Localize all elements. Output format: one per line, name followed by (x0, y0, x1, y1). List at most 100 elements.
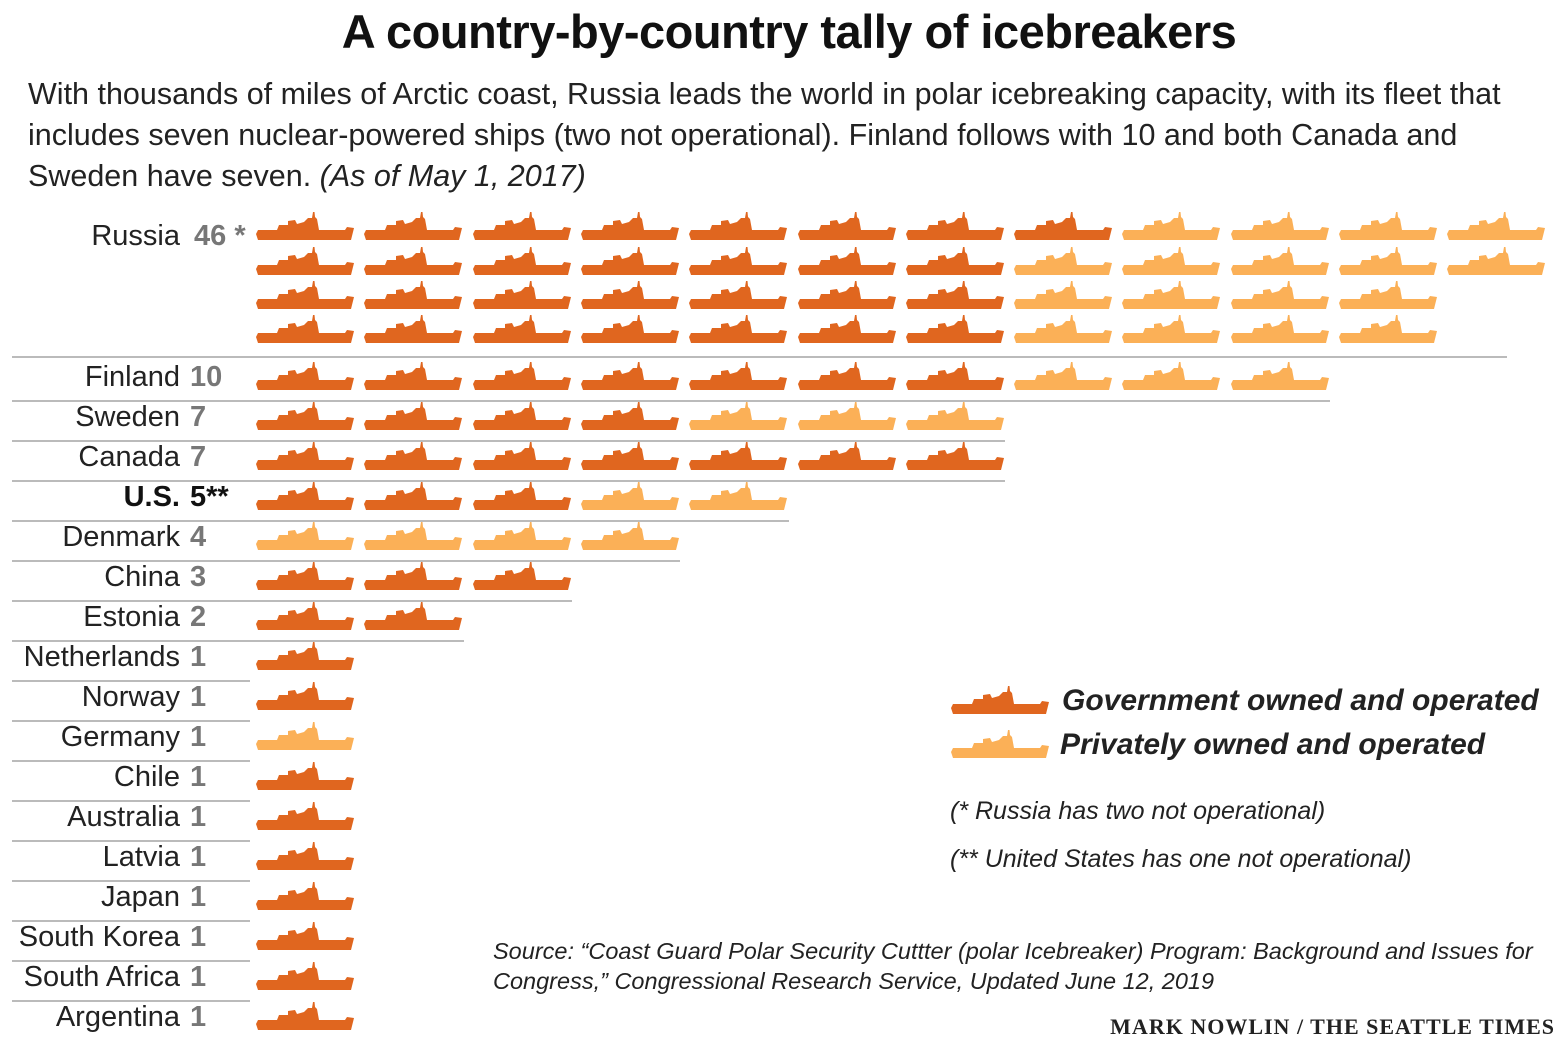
ship-icon-government-finland (472, 362, 571, 390)
chart-title: A country-by-country tally of icebreaker… (341, 5, 1237, 58)
ship-icon-private-sweden (797, 402, 896, 430)
ship-icon-private-denmark (580, 522, 679, 550)
ship-icon-government-china (256, 562, 354, 590)
ship-icon-private-russia (1339, 212, 1437, 240)
subtitle-text: With thousands of miles of Arctic coast,… (28, 77, 1501, 193)
count-label-china: 3 (190, 561, 207, 593)
ship-icon-government-chile (256, 762, 354, 790)
row-divider (12, 680, 250, 682)
count-label-canada: 7 (190, 441, 207, 473)
ship-icon-government-china (364, 562, 463, 590)
ship-icon-government-russia (689, 315, 788, 343)
source-note: Source: “Coast Guard Polar Security Cutt… (493, 938, 1533, 994)
count-label-south-korea: 1 (190, 921, 207, 953)
ship-icon-government-u-s- (472, 482, 571, 510)
country-label-canada: Canada (78, 441, 180, 473)
ship-icon-government-canada (905, 442, 1004, 470)
country-label-denmark: Denmark (62, 521, 180, 553)
row-divider (12, 440, 1006, 442)
ship-icon-government-russia (797, 247, 896, 275)
ship-icon-private-germany (256, 722, 354, 750)
ship-icon-government-russia (364, 281, 463, 309)
ship-icon-private-russia (1230, 247, 1329, 275)
ship-icon-government-russia (256, 247, 354, 275)
ship-icon-government-latvia (256, 842, 354, 870)
ship-icon-government-canada (256, 442, 354, 470)
ship-icon-government-russia (689, 247, 788, 275)
ship-icon-government-russia (905, 315, 1004, 343)
country-label-germany: Germany (60, 721, 180, 753)
count-label-argentina: 1 (190, 1001, 207, 1033)
country-label-chile: Chile (113, 761, 180, 793)
ship-icon-private-russia (1230, 281, 1329, 309)
ship-icon-government-russia (905, 247, 1004, 275)
row-divider (12, 520, 789, 522)
ship-icon-private-russia (1447, 247, 1546, 275)
ship-icon-government-south-africa (256, 962, 354, 990)
ship-icon-government-sweden (580, 402, 679, 430)
count-label-japan: 1 (190, 881, 207, 913)
ship-icon-government-japan (256, 882, 354, 910)
country-label-australia: Australia (67, 801, 180, 833)
ship-icon-government-estonia (364, 602, 463, 630)
ship-icon-government-russia (689, 281, 788, 309)
ship-icon-government-argentina (256, 1002, 354, 1030)
count-label-australia: 1 (190, 801, 207, 833)
country-label-argentina: Argentina (55, 1001, 180, 1033)
ship-icon-government-russia (689, 212, 788, 240)
count-label-germany: 1 (190, 721, 207, 753)
ship-icon-private-finland (1122, 362, 1221, 390)
ship-icon-government-russia (1014, 212, 1113, 240)
ship-icon-government-canada (472, 442, 571, 470)
row-divider (12, 920, 250, 922)
ship-icon-government-russia (797, 281, 896, 309)
ship-icon-private-denmark (472, 522, 571, 550)
legend-private-ship-icon (951, 730, 1049, 758)
row-divider (12, 640, 464, 642)
ship-icon-private-russia (1230, 212, 1329, 240)
ship-icon-government-russia (580, 212, 679, 240)
country-label-china: China (104, 561, 180, 593)
row-divider (12, 840, 250, 842)
ship-icon-government-canada (689, 442, 788, 470)
country-label-u-s-: U.S. (123, 481, 180, 513)
ship-icon-government-china (472, 562, 571, 590)
row-divider (12, 960, 250, 962)
row-divider (12, 880, 250, 882)
ship-icon-private-russia (1339, 247, 1437, 275)
row-divider (12, 720, 250, 722)
count-label-norway: 1 (190, 681, 207, 713)
ship-icon-government-netherlands (256, 642, 354, 670)
count-label-u-s-: 5** (190, 481, 229, 513)
ship-icon-private-russia (1014, 281, 1113, 309)
country-label-south-africa: South Africa (23, 961, 180, 993)
country-label-netherlands: Netherlands (23, 641, 180, 673)
ship-icon-private-denmark (256, 522, 354, 550)
ship-icon-private-denmark (364, 522, 463, 550)
row-divider (12, 560, 681, 562)
count-label-finland: 10 (190, 361, 223, 393)
ship-icon-government-estonia (256, 602, 354, 630)
count-label-denmark: 4 (190, 521, 207, 553)
ship-icon-government-finland (256, 362, 354, 390)
country-label-japan: Japan (100, 881, 180, 913)
ship-icon-private-russia (1339, 315, 1437, 343)
ship-icon-government-russia (905, 281, 1004, 309)
ship-icon-private-u-s- (580, 482, 679, 510)
ship-icon-government-russia (364, 315, 463, 343)
count-label-sweden: 7 (190, 401, 207, 433)
ship-icon-government-russia (364, 247, 463, 275)
country-label-russia: Russia (91, 220, 180, 252)
ship-icon-government-russia (472, 281, 571, 309)
ship-icon-government-russia (472, 212, 571, 240)
ship-icon-government-finland (905, 362, 1004, 390)
ship-icon-private-russia (1447, 212, 1546, 240)
ship-icon-government-canada (364, 442, 463, 470)
ship-icon-private-russia (1014, 315, 1113, 343)
ship-icon-private-russia (1122, 281, 1221, 309)
ship-icon-government-canada (797, 442, 896, 470)
legend-private-label: Privately owned and operated (1060, 728, 1486, 761)
count-label-south-africa: 1 (190, 961, 207, 993)
count-label-latvia: 1 (190, 841, 207, 873)
